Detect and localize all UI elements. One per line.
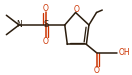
Text: N: N xyxy=(16,20,22,29)
Text: O: O xyxy=(43,37,49,46)
Text: O: O xyxy=(94,66,100,75)
Text: OH: OH xyxy=(119,48,130,57)
Text: O: O xyxy=(74,5,80,14)
Text: O: O xyxy=(43,4,49,13)
Text: S: S xyxy=(43,20,48,29)
